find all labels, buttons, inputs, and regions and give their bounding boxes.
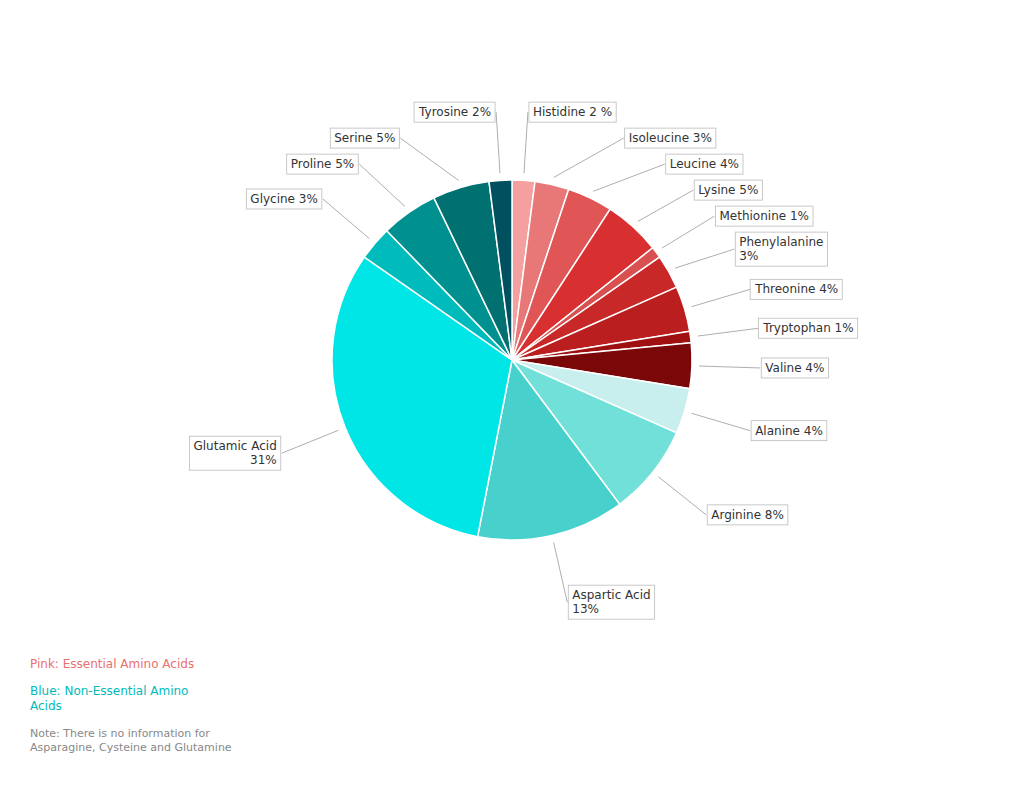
- slice-label: Methionine 1%: [719, 209, 809, 223]
- slice-label: Leucine 4%: [670, 157, 739, 171]
- leader-line: [691, 413, 750, 430]
- label-box: [666, 154, 743, 174]
- annotation: Blue: Non-Essential AminoAcids: [30, 684, 188, 713]
- leader-line: [699, 366, 760, 368]
- label-box: [751, 421, 827, 441]
- leader-line: [323, 199, 370, 239]
- leader-line: [359, 164, 405, 206]
- label-box: [330, 128, 399, 148]
- leader-line: [400, 138, 458, 180]
- slice-label: Aspartic Acid13%: [572, 588, 650, 616]
- slice-label: Serine 5%: [334, 131, 395, 145]
- label-box: [761, 358, 828, 378]
- slice-label: Threonine 4%: [754, 282, 838, 296]
- slice-label: Alanine 4%: [755, 424, 823, 438]
- slice-label: Arginine 8%: [711, 508, 784, 522]
- pie: [332, 180, 692, 540]
- label-box: [414, 102, 495, 122]
- slice-labels: Histidine 2 % Isoleucine 3% Leucine 4% Lysi…: [189, 102, 857, 619]
- label-box: [189, 436, 280, 470]
- annotations: Pink: Essential Amino Acids Blue: Non-Ess…: [30, 657, 232, 754]
- slice-label: Valine 4%: [765, 361, 824, 375]
- leader-line: [524, 112, 528, 173]
- leader-line: [638, 190, 693, 221]
- leader-line: [675, 249, 734, 268]
- annotation: Note: There is no information forAsparag…: [30, 727, 232, 754]
- leader-line: [658, 477, 706, 515]
- leader-line: [282, 430, 339, 453]
- slice-label: Glycine 3%: [250, 192, 318, 206]
- leader-lines: [282, 112, 761, 602]
- label-box: [568, 585, 654, 619]
- leader-line: [496, 112, 500, 173]
- leader-line: [593, 164, 665, 191]
- leader-line: [698, 328, 759, 336]
- slice-label: Tyrosine 2%: [418, 105, 491, 119]
- slice-label: Glutamic Acid31%: [193, 439, 276, 467]
- slice-label: Phenylalanine3%: [739, 235, 823, 263]
- label-box: [715, 206, 813, 226]
- pie-slice: [489, 180, 512, 360]
- label-box: [625, 128, 716, 148]
- label-box: [287, 154, 359, 174]
- slice-label: Lysine 5%: [698, 183, 758, 197]
- annotation: Pink: Essential Amino Acids: [30, 657, 194, 671]
- chart: Histidine 2 % Isoleucine 3% Leucine 4% Lysi…: [0, 0, 1024, 791]
- slice-label: Tryptophan 1%: [762, 321, 853, 335]
- slice-label: Isoleucine 3%: [629, 131, 712, 145]
- label-box: [735, 232, 827, 266]
- leader-line: [691, 289, 750, 306]
- label-box: [707, 505, 788, 525]
- slice-label: Proline 5%: [291, 157, 355, 171]
- slice-label: Histidine 2 %: [533, 105, 612, 119]
- label-box: [750, 279, 842, 299]
- leader-line: [554, 138, 624, 177]
- label-box: [758, 318, 857, 338]
- leader-line: [554, 543, 568, 603]
- leader-line: [662, 216, 714, 248]
- label-box: [694, 180, 762, 200]
- chart-container: Histidine 2 % Isoleucine 3% Leucine 4% Lysi…: [0, 0, 1024, 791]
- label-box: [529, 102, 616, 122]
- label-box: [246, 189, 322, 209]
